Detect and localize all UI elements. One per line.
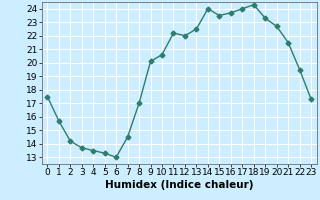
X-axis label: Humidex (Indice chaleur): Humidex (Indice chaleur)	[105, 180, 253, 190]
